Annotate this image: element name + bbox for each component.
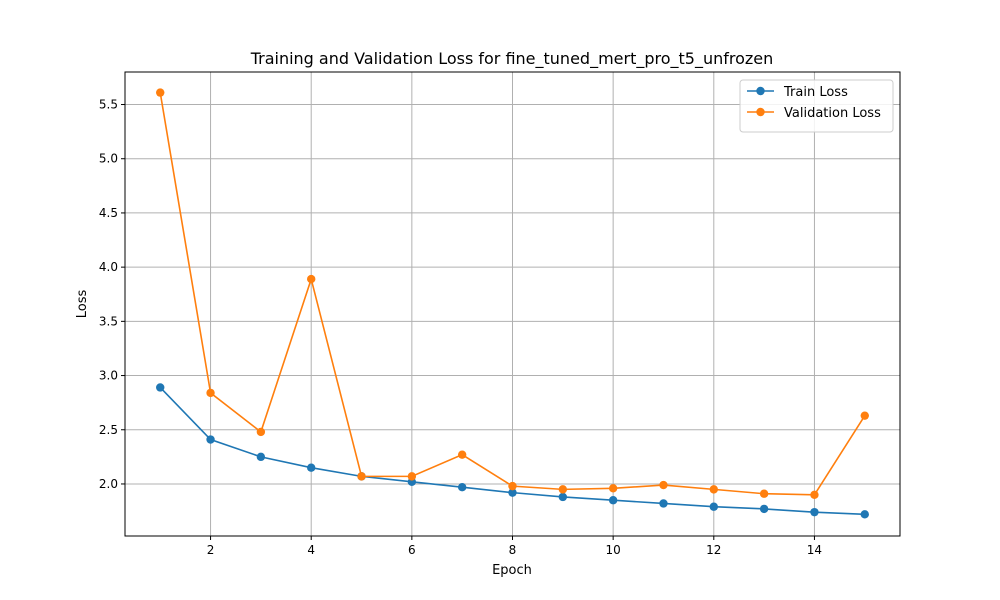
validation-loss-legend-marker	[756, 107, 765, 117]
validation-loss-point	[810, 490, 819, 500]
y-tick-label: 5.5	[99, 98, 118, 112]
x-axis-label: Epoch	[492, 563, 532, 578]
train-loss-point	[508, 488, 517, 497]
train-loss-point	[256, 452, 266, 462]
train-loss-legend-marker	[756, 86, 765, 96]
validation-loss-series	[156, 88, 869, 500]
train-loss-series	[156, 383, 869, 519]
train-loss-point	[307, 463, 316, 472]
validation-loss-point	[357, 472, 366, 481]
train-loss-point	[457, 483, 467, 492]
x-tick-label: 10	[606, 543, 621, 557]
validation-loss-point	[608, 484, 618, 493]
train-loss-point	[759, 504, 769, 514]
validation-loss-point	[759, 489, 769, 498]
y-tick-label: 5.0	[99, 152, 118, 166]
x-tick-label: 6	[408, 543, 416, 557]
validation-loss-point	[709, 485, 718, 494]
x-tick-label: 2	[207, 543, 215, 557]
x-tick-label: 8	[509, 543, 517, 557]
train-loss-point	[860, 510, 869, 519]
validation-loss-point	[307, 274, 316, 284]
train-loss-legend-label: Train Loss	[783, 85, 848, 100]
train-loss-point	[709, 502, 718, 511]
validation-loss-point	[659, 480, 668, 490]
validation-loss-legend-label: Validation Loss	[784, 106, 881, 121]
train-loss-point	[608, 496, 618, 505]
validation-loss-point	[206, 388, 215, 398]
chart-title: Training and Validation Loss for fine_tu…	[250, 49, 774, 69]
validation-loss-point	[558, 485, 568, 494]
y-tick-label: 3.0	[99, 369, 118, 383]
validation-loss-point	[457, 450, 467, 459]
validation-loss-point	[156, 88, 165, 97]
y-tick-label: 4.0	[99, 260, 118, 274]
axis-ticks: 2 4 6 8 10 12 14 2.0 2.5 3.0 3.5 4.0 4.5 5.0 5.5	[99, 98, 822, 557]
y-tick-label: 2.5	[99, 423, 118, 437]
y-tick-label: 2.0	[99, 477, 118, 491]
x-tick-label: 14	[807, 543, 822, 557]
validation-loss-point	[508, 481, 517, 491]
train-loss-point	[659, 499, 668, 508]
legend-box	[739, 79, 894, 133]
train-loss-point	[558, 492, 568, 502]
series-group	[156, 88, 869, 519]
train-loss-point	[156, 383, 165, 392]
x-tick-label: 12	[706, 543, 721, 557]
validation-loss-point	[407, 472, 417, 481]
y-axis-label: Loss	[75, 290, 90, 319]
x-tick-label: 4	[307, 543, 315, 557]
train-loss-point	[206, 435, 215, 444]
train-loss-point	[810, 507, 819, 517]
validation-loss-point	[860, 411, 869, 420]
validation-loss-point	[256, 427, 266, 437]
legend: Train Loss Validation Loss	[739, 79, 894, 133]
y-tick-label: 4.5	[99, 206, 118, 220]
y-tick-label: 3.5	[99, 314, 118, 328]
grid-lines	[125, 72, 900, 536]
